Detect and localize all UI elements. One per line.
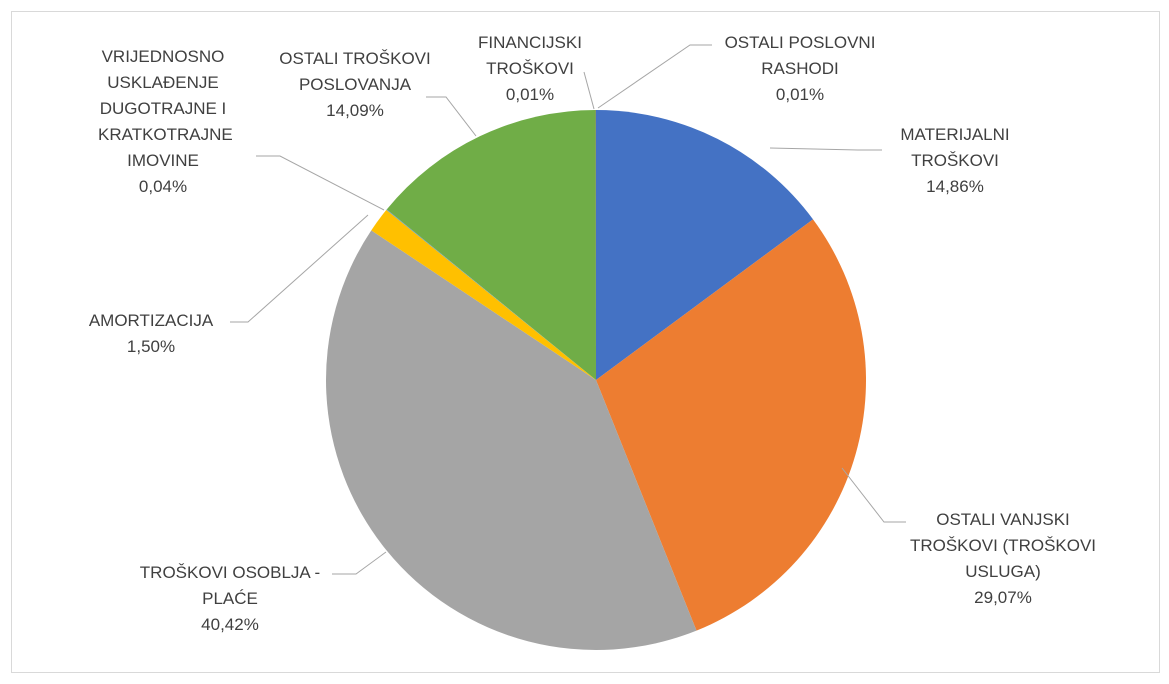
pie-slice [386, 110, 596, 380]
slice-name: VRIJEDNOSNO USKLAĐENJE DUGOTRAJNE I KRAT… [98, 47, 233, 170]
slice-value: 1,50% [126, 337, 176, 356]
slice-label: VRIJEDNOSNO USKLAĐENJE DUGOTRAJNE I KRAT… [98, 44, 233, 200]
slice-label: OSTALI TROŠKOVI POSLOVANJA 14,09% [260, 46, 450, 124]
pie-slice [596, 219, 867, 631]
slice-label: TROŠKOVI OSOBLJA - PLAĆE 40,42% [115, 560, 345, 638]
slice-name: FINANCIJSKI TROŠKOVI [478, 33, 582, 78]
leader-line [230, 214, 369, 323]
slice-label: AMORTIZACIJA 1,50% [71, 308, 231, 360]
leader-line [769, 147, 882, 151]
leader-line [256, 155, 385, 211]
slice-name: OSTALI TROŠKOVI POSLOVANJA [279, 49, 431, 94]
slice-label: FINANCIJSKI TROŠKOVI 0,01% [475, 30, 585, 108]
slice-label: OSTALI VANJSKI TROŠKOVI (TROŠKOVI USLUGA… [903, 507, 1103, 611]
slice-value: 14,09% [326, 101, 384, 120]
pie-slice [386, 209, 596, 380]
leader-line [597, 44, 712, 109]
slice-value: 14,86% [926, 177, 984, 196]
slice-value: 0,01% [775, 85, 825, 104]
pie-slice [326, 230, 697, 650]
slice-name: AMORTIZACIJA [88, 311, 214, 330]
slice-label: OSTALI POSLOVNI RASHODI 0,01% [700, 30, 900, 108]
slice-value: 29,07% [974, 588, 1032, 607]
leader-line [841, 467, 906, 523]
leader-line [583, 71, 595, 110]
slice-name: TROŠKOVI OSOBLJA - PLAĆE [139, 563, 321, 608]
slice-name: OSTALI VANJSKI TROŠKOVI (TROŠKOVI USLUGA… [909, 510, 1097, 581]
leader-line [426, 96, 477, 137]
slice-name: OSTALI POSLOVNI RASHODI [724, 33, 876, 78]
slice-label: MATERIJALNI TROŠKOVI 14,86% [890, 122, 1020, 200]
slice-name: MATERIJALNI TROŠKOVI [900, 125, 1010, 170]
slice-value: 0,04% [138, 177, 188, 196]
pie-slice [596, 110, 814, 380]
leader-line [332, 551, 387, 575]
slice-value: 0,01% [505, 85, 555, 104]
pie-slice [371, 209, 596, 380]
slice-value: 40,42% [201, 615, 259, 634]
